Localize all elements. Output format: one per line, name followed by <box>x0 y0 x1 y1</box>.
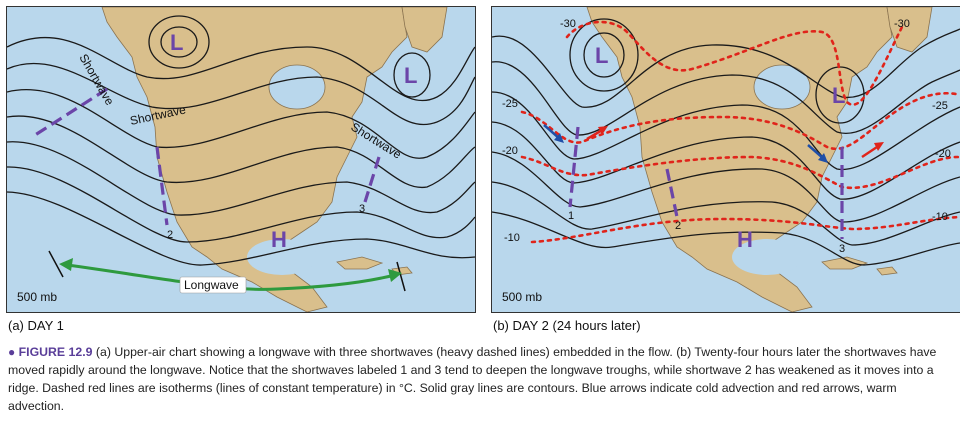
low-contour <box>160 26 198 58</box>
map-panel-day2: -30 -30 -25 -25 -20 -20 -10 -10 1 2 3 <box>491 6 960 313</box>
high-pressure-symbol: H <box>737 227 753 252</box>
low-contour <box>569 18 639 92</box>
isotherm-label: -10 <box>504 232 520 244</box>
contour-line <box>492 91 960 171</box>
caption-text: (a) Upper-air chart showing a longwave w… <box>8 345 937 413</box>
low-contour <box>148 15 210 69</box>
trough-number-2: 2 <box>167 229 173 241</box>
caption-bullet-icon: ● <box>8 345 16 359</box>
contour-line <box>492 121 960 200</box>
isotherm-label: -25 <box>932 100 948 112</box>
trough-number-3: 3 <box>359 203 365 215</box>
high-pressure-symbol: H <box>271 227 287 252</box>
pressure-level-label: 500 mb <box>502 290 543 304</box>
figure-number: FIGURE 12.9 <box>18 345 93 359</box>
contour-line <box>7 89 475 159</box>
contour-line <box>492 211 960 266</box>
contour-line <box>7 191 475 266</box>
map-panel-day1: Longwave Shortwave Shortwave Shortwave 2… <box>6 6 476 313</box>
pressure-level-label: 500 mb <box>17 290 58 304</box>
height-contours <box>492 18 960 266</box>
map-day2-graphic: -30 -30 -25 -25 -20 -20 -10 -10 1 2 3 <box>492 7 960 312</box>
contour-line <box>7 166 475 243</box>
isotherm-label: -30 <box>560 18 576 30</box>
shortwave-label-1: Shortwave <box>76 52 117 108</box>
contour-line <box>492 61 960 136</box>
isotherm-line <box>520 91 960 150</box>
contour-line <box>492 181 960 246</box>
hudson-bay <box>268 64 326 110</box>
map-day1-graphic: Longwave Shortwave Shortwave Shortwave 2… <box>7 7 475 312</box>
longwave-arrowhead-left <box>59 258 73 271</box>
height-contours <box>7 15 475 266</box>
low-pressure-symbol: L <box>832 83 845 108</box>
shortwave-troughs <box>31 87 381 226</box>
longwave-arrow: Longwave <box>48 250 406 294</box>
shortwave-trough-1 <box>31 87 108 139</box>
figure-caption: ● FIGURE 12.9 (a) Upper-air chart showin… <box>8 343 953 415</box>
low-pressure-symbol: L <box>170 30 183 55</box>
greenland-land <box>401 7 448 53</box>
panel-caption-day1: (a) DAY 1 <box>8 318 64 333</box>
trough-number-3: 3 <box>839 243 845 255</box>
shortwave-trough-2 <box>665 168 679 218</box>
greenland-land <box>886 7 933 53</box>
contour-line <box>7 115 475 188</box>
isotherm-label: -25 <box>502 98 518 110</box>
isotherms <box>520 20 960 244</box>
contour-line <box>7 63 475 126</box>
longwave-tick-left <box>48 250 64 278</box>
isotherm-label: -20 <box>935 148 951 160</box>
shortwave-troughs <box>568 126 844 239</box>
longwave-tick-right <box>396 261 406 292</box>
caribbean-islands <box>336 256 413 276</box>
isotherm-label: -30 <box>894 18 910 30</box>
north-america-land <box>101 7 408 312</box>
longwave-label: Longwave <box>184 278 239 292</box>
low-pressure-symbol: L <box>595 43 608 68</box>
longwave-label-box <box>179 276 247 294</box>
trough-number-2: 2 <box>675 220 681 232</box>
contour-line <box>492 151 960 223</box>
isotherm-line <box>565 20 904 106</box>
cold-advection-arrows <box>543 124 828 163</box>
gulf-of-mexico <box>732 239 802 275</box>
warm-advection-arrows <box>586 126 884 159</box>
longwave-arrow-line <box>66 263 396 291</box>
isotherm-line <box>530 215 960 244</box>
warm-arrowhead <box>874 142 884 151</box>
low-contour <box>393 52 431 98</box>
contour-line <box>7 141 475 216</box>
longwave-arrowhead-right <box>388 269 402 282</box>
isotherm-label: -20 <box>502 145 518 157</box>
low-pressure-symbol: L <box>404 63 417 88</box>
warm-arrowhead <box>598 126 608 135</box>
isotherm-label: -10 <box>932 211 948 223</box>
isotherm-line <box>520 155 960 190</box>
contour-line <box>492 28 960 108</box>
trough-number-1: 1 <box>568 210 574 222</box>
low-contour <box>583 32 625 78</box>
cold-arrowhead <box>818 153 828 163</box>
gulf-of-mexico <box>247 239 317 275</box>
cold-arrowhead <box>554 133 564 143</box>
caribbean-islands <box>821 256 898 276</box>
shortwave-label-3: Shortwave <box>348 120 404 162</box>
shortwave-trough-1 <box>568 126 580 208</box>
shortwave-trough-3 <box>363 156 381 203</box>
shortwave-trough-2 <box>155 146 169 226</box>
contour-line <box>7 36 475 102</box>
panel-caption-day2: (b) DAY 2 (24 hours later) <box>493 318 641 333</box>
